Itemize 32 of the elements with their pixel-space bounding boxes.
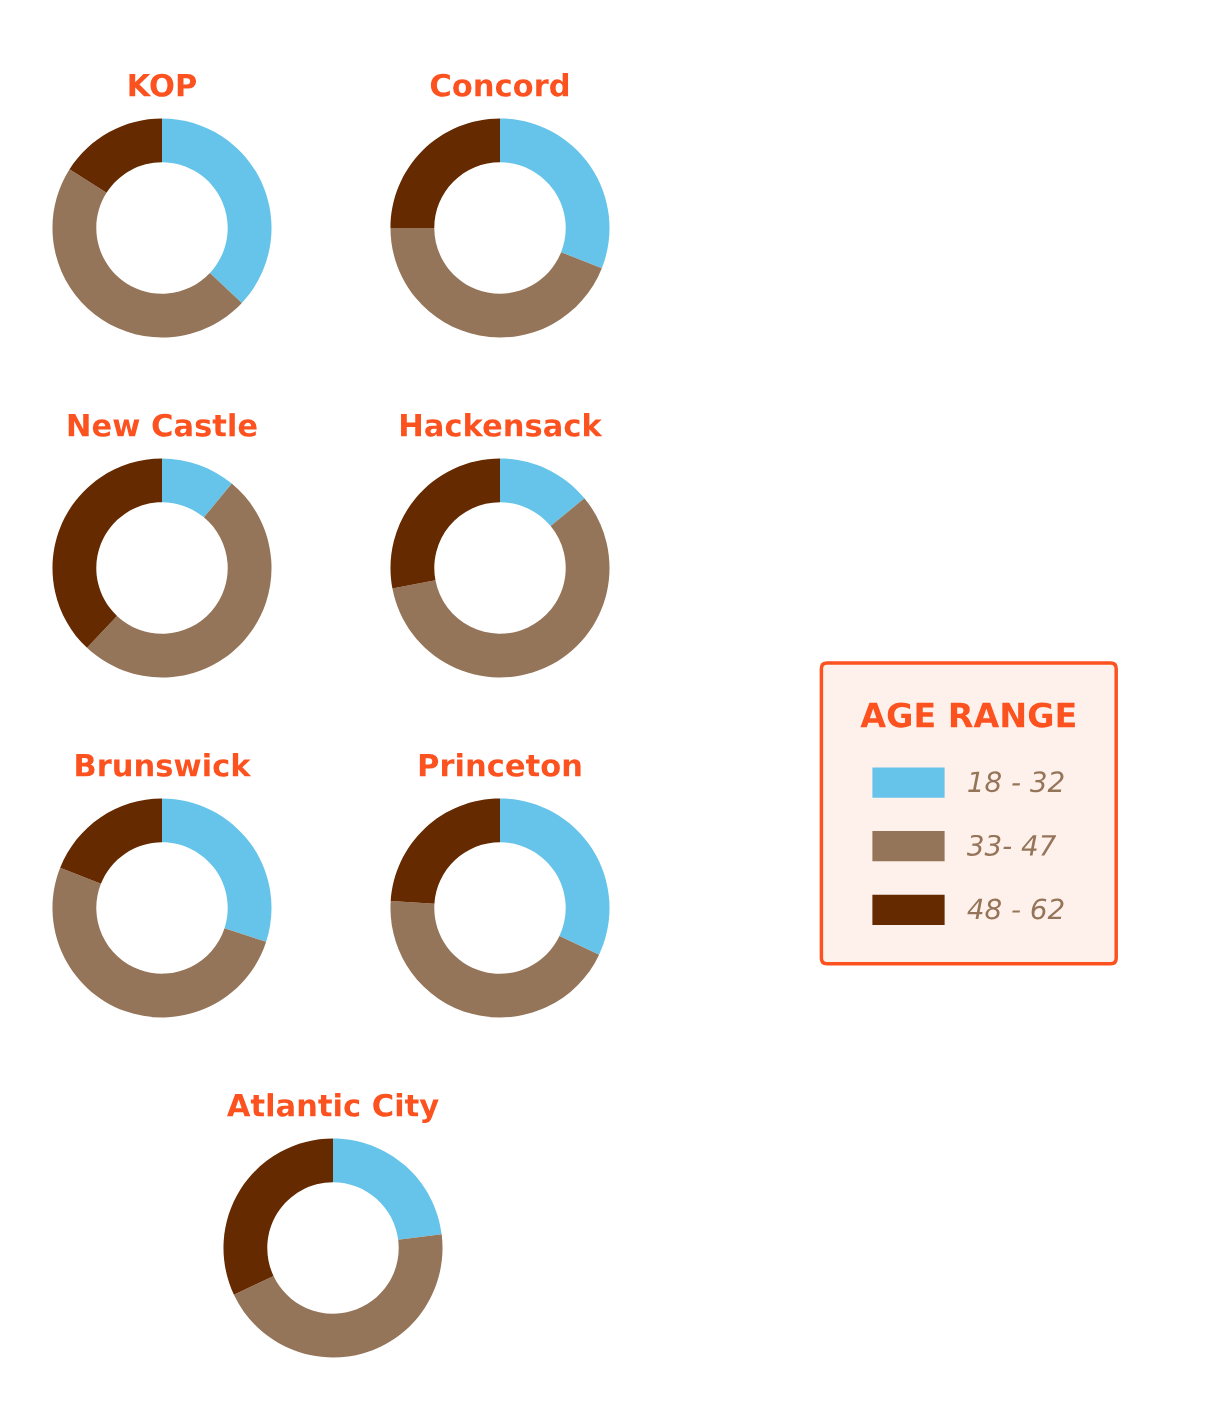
donut-slice [390,901,600,1018]
donut-slice [223,1138,333,1295]
chart-title: Princeton [419,753,581,777]
donut-slice [87,483,272,678]
donut-slice [390,798,500,904]
donut-slice [390,118,500,228]
chart-title: Brunswick [76,753,252,777]
donut-slice [52,458,162,648]
donut-slice [60,798,162,884]
donut-slice [162,798,272,942]
donut-slice [162,458,232,518]
legend-label: 18 - 32 [968,771,1064,793]
legend-title: AGE RANGE [860,702,1075,728]
donut-slice [390,458,500,589]
donut-slice [392,498,610,678]
donut-slice [233,1234,443,1358]
chart-title: Hackensack [401,413,603,437]
chart-title: New Castle [68,413,257,437]
donut-slice [69,118,162,193]
chart-title: KOP [129,73,197,97]
donut-slice [500,118,610,269]
legend-label: 48 - 62 [967,898,1064,920]
donut-slice [390,228,602,338]
legend-label: 33- 47 [966,834,1057,856]
donut-slice [162,118,272,303]
chart-title: Atlantic City [226,1093,439,1123]
donut-slice [500,458,585,527]
donut-slice [52,867,267,1018]
chart-title: Concord [430,73,569,97]
donut-slice [500,798,610,955]
donut-slice [52,169,242,338]
donut-slice [333,1138,442,1240]
